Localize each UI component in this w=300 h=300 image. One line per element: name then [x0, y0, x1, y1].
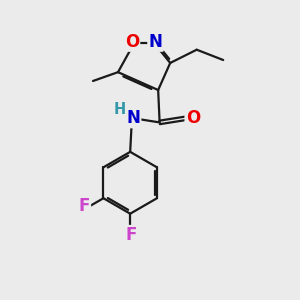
Text: F: F: [125, 226, 136, 244]
Text: N: N: [148, 32, 162, 50]
Text: O: O: [125, 32, 139, 50]
Text: H: H: [113, 102, 125, 117]
Text: F: F: [78, 197, 90, 215]
Text: N: N: [126, 109, 140, 127]
Text: O: O: [186, 109, 200, 127]
